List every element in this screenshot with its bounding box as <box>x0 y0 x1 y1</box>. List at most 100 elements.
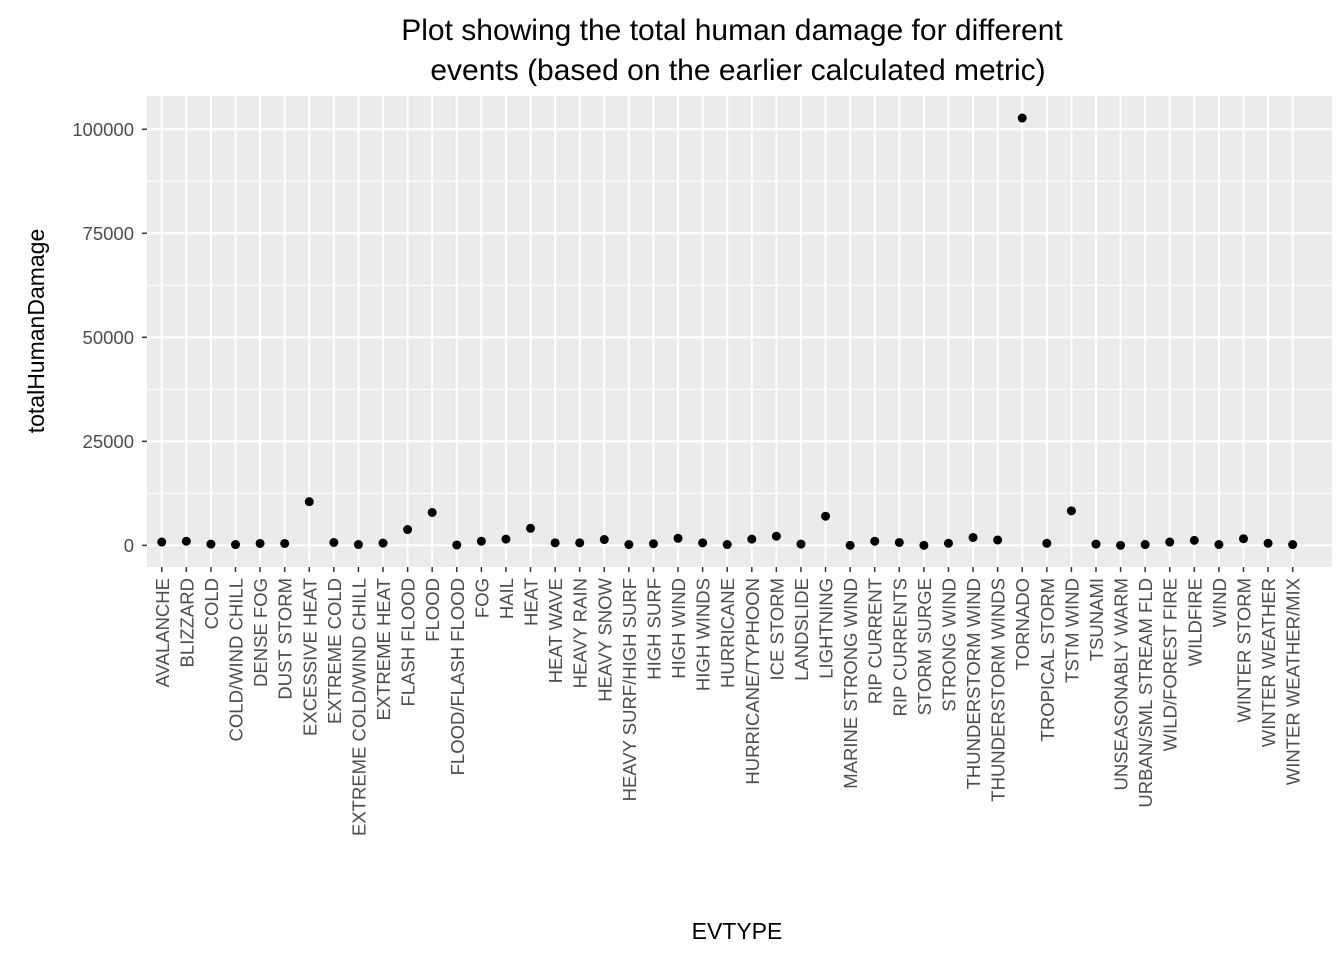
y-axis-title: totalHumanDamage <box>23 229 49 434</box>
x-tick-label: FOG <box>471 578 492 618</box>
x-tick-label: DUST STORM <box>275 578 296 700</box>
y-tick-label: 100000 <box>72 119 134 140</box>
data-point <box>1066 506 1076 516</box>
x-tick-label: STRONG WIND <box>938 578 959 712</box>
x-tick-label: EXCESSIVE HEAT <box>299 578 320 736</box>
x-tick-label: EXTREME HEAT <box>373 578 394 721</box>
data-point <box>1140 540 1150 550</box>
x-tick-label: HEAT WAVE <box>545 578 566 683</box>
x-tick-label: THUNDERSTORM WIND <box>963 578 984 789</box>
data-point <box>501 534 511 544</box>
data-point <box>1238 534 1248 544</box>
x-tick-label: BLIZZARD <box>176 578 197 667</box>
chart-title-line-1: Plot showing the total human damage for … <box>401 14 1063 47</box>
data-point <box>722 540 732 550</box>
data-point <box>304 497 314 507</box>
x-tick-label: TORNADO <box>1012 578 1033 670</box>
data-point <box>476 536 486 546</box>
grid-lines <box>147 96 1332 567</box>
data-point <box>870 536 880 546</box>
data-point <box>624 540 634 550</box>
x-tick-label: HEAVY RAIN <box>570 578 591 688</box>
data-point <box>599 535 609 545</box>
x-tick-label: RIP CURRENTS <box>889 578 910 716</box>
x-tick-label: TSUNAMI <box>1086 578 1107 661</box>
data-point <box>550 538 560 548</box>
x-tick-label: COLD <box>201 578 222 629</box>
x-tick-label: COLD/WIND CHILL <box>226 578 247 741</box>
x-tick-label: WIND <box>1209 578 1230 627</box>
x-tick-label: UNSEASONABLY WARM <box>1111 578 1132 790</box>
x-tick-label: AVALANCHE <box>152 578 173 687</box>
data-point <box>1214 540 1224 550</box>
x-tick-label: FLOOD <box>422 578 443 642</box>
data-point <box>1165 537 1175 547</box>
x-tick-label: ICE STORM <box>766 578 787 680</box>
data-point <box>353 540 363 550</box>
data-point <box>943 538 953 548</box>
x-tick-label: LIGHTNING <box>816 578 837 679</box>
x-tick-label: HURRICANE/TYPHOON <box>742 578 763 785</box>
x-tick-label: MARINE STRONG WIND <box>840 578 861 789</box>
data-point <box>1116 540 1126 550</box>
data-point <box>796 539 806 549</box>
x-tick-label: WILDFIRE <box>1184 578 1205 666</box>
x-tick-label: URBAN/SML STREAM FLD <box>1135 578 1156 808</box>
x-tick-label: WINTER WEATHER <box>1258 578 1279 747</box>
x-tick-label: HEAVY SNOW <box>594 577 615 701</box>
x-tick-label: RIP CURRENT <box>865 578 886 704</box>
data-point <box>894 537 904 547</box>
data-point <box>747 534 757 544</box>
x-tick-label: HEAVY SURF/HIGH SURF <box>619 578 640 801</box>
x-tick-label: TSTM WIND <box>1061 578 1082 683</box>
data-point <box>1189 535 1199 545</box>
data-point <box>452 540 462 550</box>
y-tick-label: 75000 <box>83 223 134 244</box>
x-tick-label: FLOOD/FLASH FLOOD <box>447 578 468 775</box>
x-tick-label: HURRICANE <box>717 578 738 688</box>
x-tick-label: WINTER WEATHER/MIX <box>1283 578 1304 785</box>
data-point <box>673 533 683 543</box>
x-tick-label: WILD/FOREST FIRE <box>1160 578 1181 751</box>
x-tick-label: EXTREME COLD <box>324 578 345 724</box>
x-tick-label: HEAT <box>521 578 542 626</box>
x-tick-label: THUNDERSTORM WINDS <box>988 578 1009 802</box>
data-point <box>526 523 536 533</box>
y-tick-label: 50000 <box>83 327 134 348</box>
x-tick-label: TROPICAL STORM <box>1037 578 1058 741</box>
x-tick-label: HIGH WINDS <box>693 578 714 691</box>
data-point <box>329 537 339 547</box>
data-point <box>427 507 437 517</box>
data-point <box>845 540 855 550</box>
data-point <box>1091 539 1101 549</box>
data-point <box>698 538 708 548</box>
plot-panel <box>147 96 1332 567</box>
data-point <box>1288 540 1298 550</box>
data-point <box>1017 113 1027 123</box>
x-tick-label: EXTREME COLD/WIND CHILL <box>348 578 369 836</box>
data-point <box>648 539 658 549</box>
y-tick-label: 25000 <box>83 431 134 452</box>
data-point <box>280 538 290 548</box>
x-tick-label: HAIL <box>496 578 517 619</box>
data-point <box>157 537 167 547</box>
data-point <box>255 538 265 548</box>
y-tick-label: 0 <box>124 535 134 556</box>
x-tick-label: FLASH FLOOD <box>398 578 419 707</box>
data-point <box>181 536 191 546</box>
data-point <box>919 540 929 550</box>
x-tick-label: LANDSLIDE <box>791 578 812 681</box>
y-axis-ticks: 0 25000 50000 75000 100000 <box>72 119 147 556</box>
chart-title-line-2: events (based on the earlier calculated … <box>430 54 1045 87</box>
data-point <box>206 539 216 549</box>
data-point <box>771 531 781 541</box>
data-point <box>1263 538 1273 548</box>
x-tick-label: STORM SURGE <box>914 578 935 715</box>
data-point <box>231 540 241 550</box>
data-point <box>403 525 413 535</box>
data-point <box>821 511 831 521</box>
data-point <box>968 532 978 542</box>
data-point <box>1042 538 1052 548</box>
data-points <box>157 113 1298 550</box>
